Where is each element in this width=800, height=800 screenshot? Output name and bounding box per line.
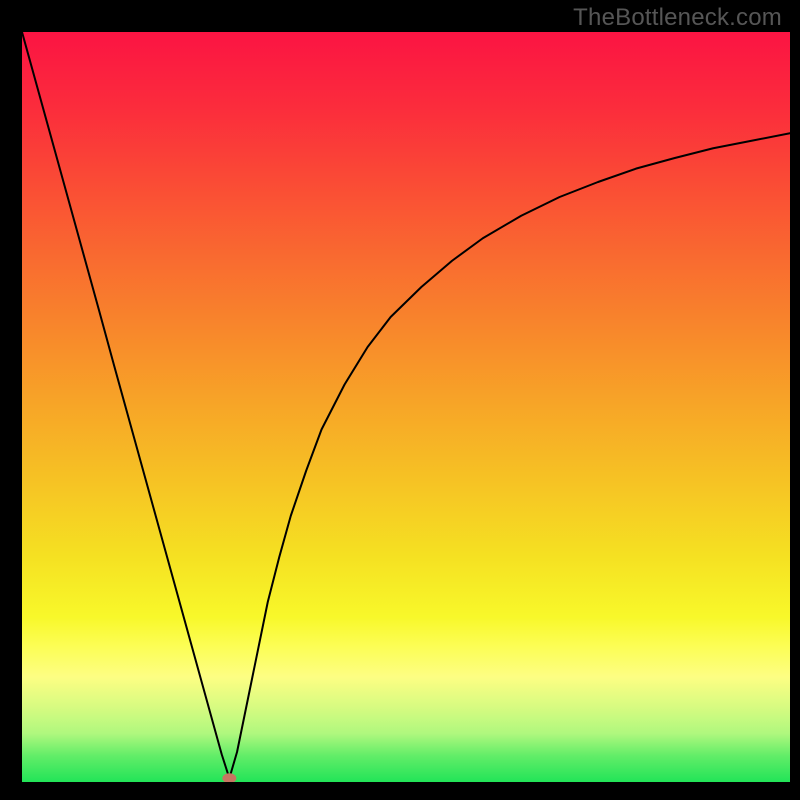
watermark-text: TheBottleneck.com: [573, 4, 782, 32]
chart-frame: TheBottleneck.com: [0, 0, 800, 800]
plot-background: [22, 32, 790, 782]
bottleneck-chart: [0, 0, 800, 800]
minimum-marker: [222, 773, 236, 783]
